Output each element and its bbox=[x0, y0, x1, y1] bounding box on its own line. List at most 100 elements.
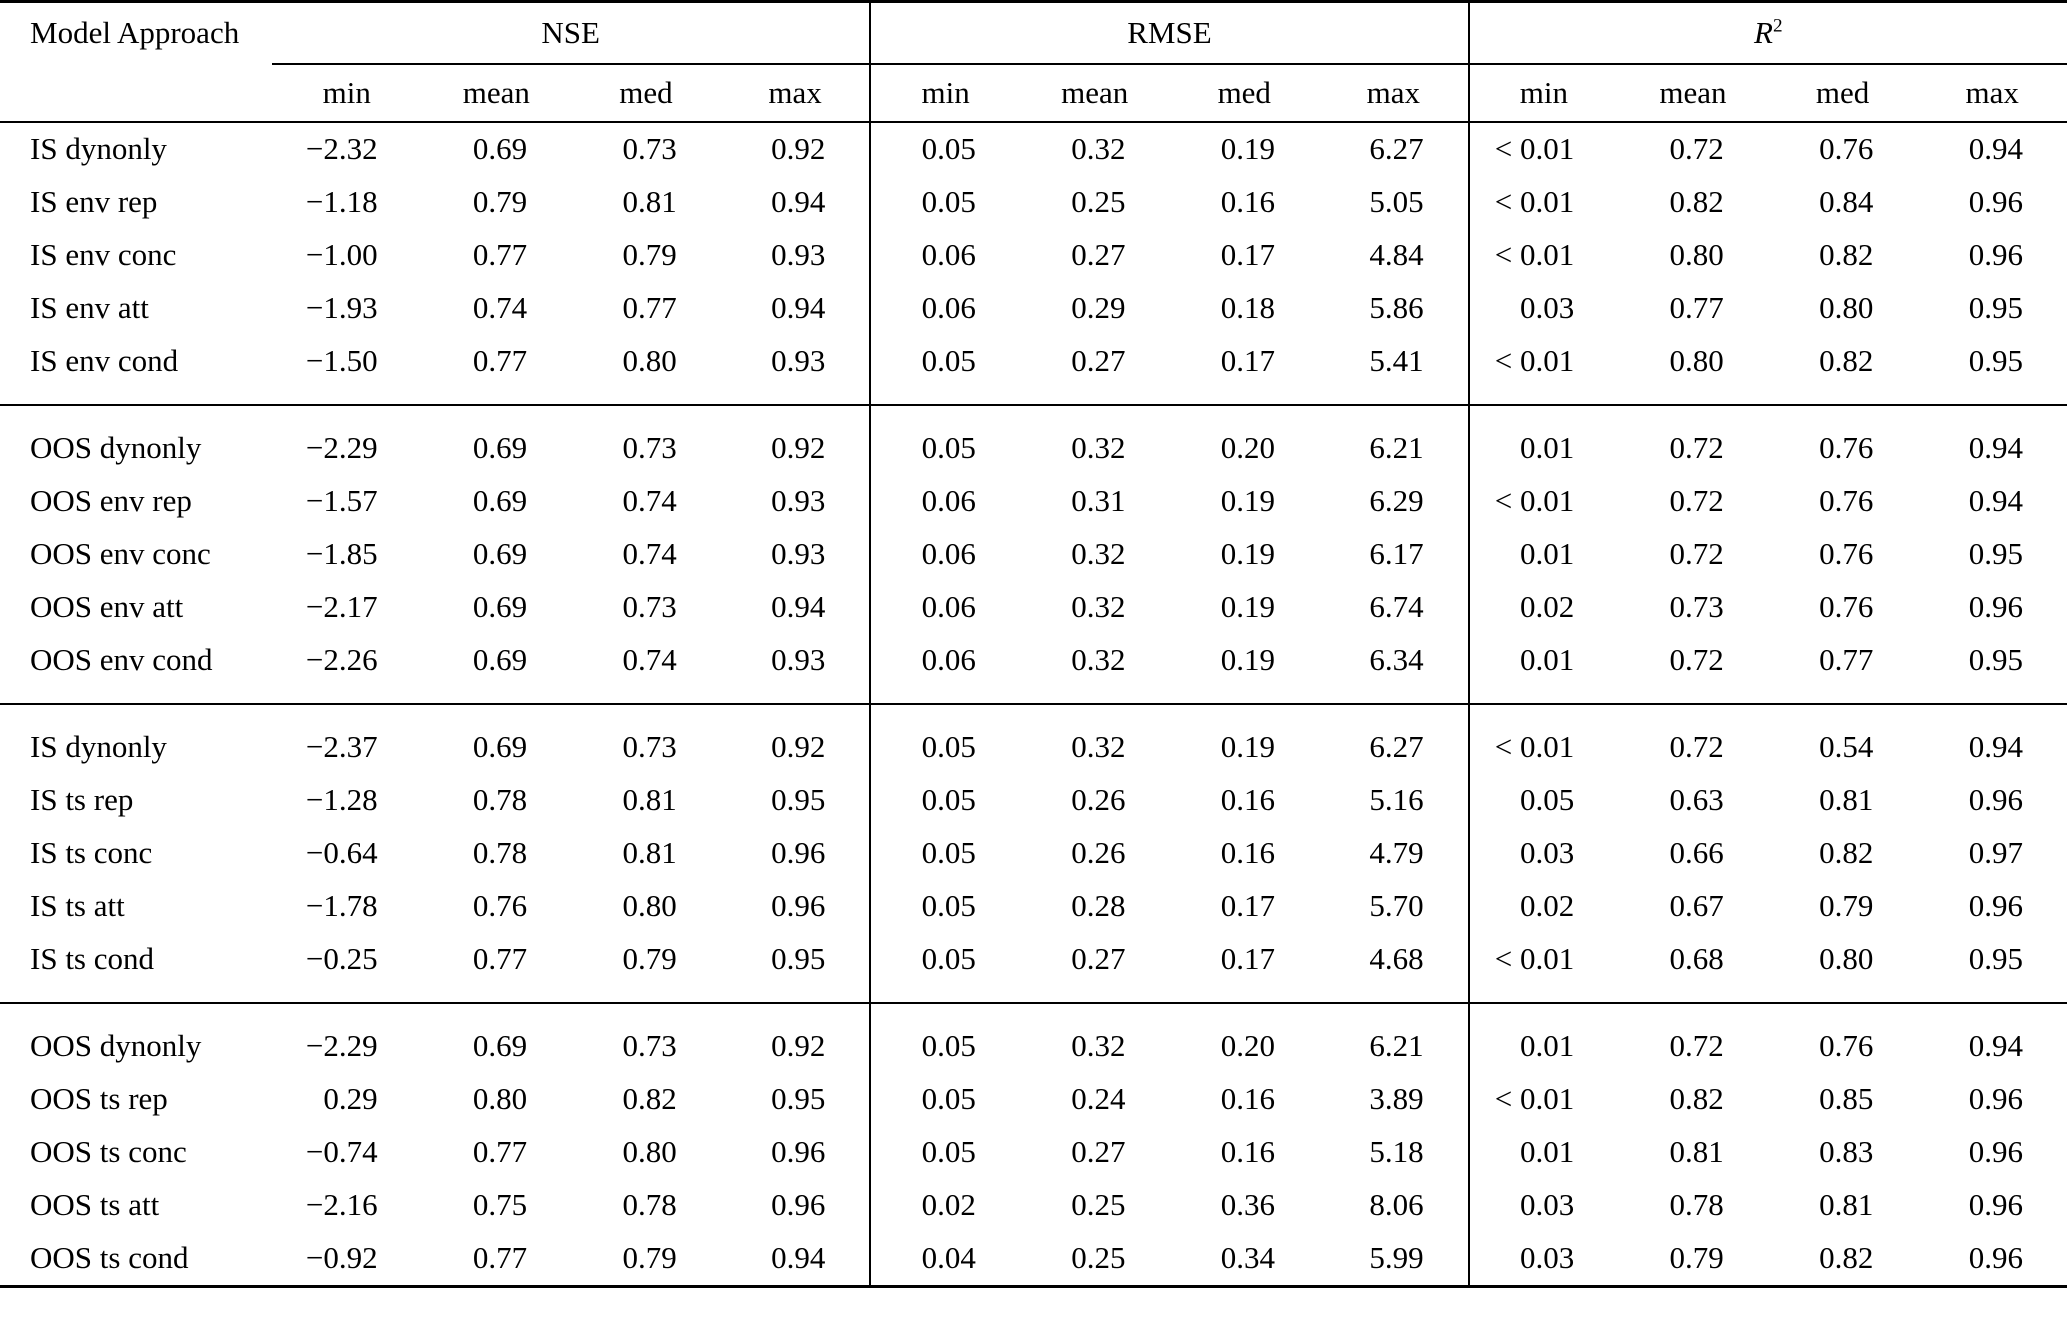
row-label: OOS ts conc bbox=[30, 1134, 187, 1170]
metric-cell: 0.96 bbox=[771, 1134, 826, 1170]
column-group-rmse: RMSE bbox=[869, 1, 1469, 65]
metric-cell: 0.72 bbox=[1669, 131, 1724, 167]
metric-cell: 0.03 bbox=[1467, 827, 1619, 880]
metric-cell: 0.17 bbox=[1220, 941, 1276, 977]
metric-cell: 0.76 bbox=[472, 888, 528, 924]
metric-cell: 0.32 bbox=[1019, 404, 1170, 475]
metric-cell: 5.41 bbox=[1369, 343, 1424, 379]
metric-cell: 0.78 bbox=[1669, 1187, 1724, 1223]
row-label: IS ts conc bbox=[30, 835, 153, 871]
table-row: IS ts cond −0.25 0.77 0.79 0.95 0.05 0.27 0.17 4… bbox=[0, 933, 2067, 1003]
row-label: IS dynonly bbox=[30, 131, 167, 167]
metric-cell: 0.26 bbox=[1071, 835, 1126, 871]
metric-cell: 0.19 bbox=[1169, 703, 1320, 774]
metric-cell: 0.94 bbox=[771, 1240, 826, 1276]
metric-cell: 0.92 bbox=[720, 703, 871, 774]
metric-cell: 0.06 bbox=[869, 282, 1020, 335]
table-row: OOS ts att −2.16 0.75 0.78 0.96 0.02 0.25 0.36 8… bbox=[0, 1179, 2067, 1232]
metric-cell: 0.26 bbox=[1071, 782, 1126, 818]
metric-cell: 0.06 bbox=[869, 581, 1020, 634]
metric-cell: 4.79 bbox=[1369, 835, 1424, 871]
metric-cell: 0.04 bbox=[869, 1232, 1020, 1287]
metric-cell: 0.96 bbox=[1968, 888, 2023, 924]
metric-cell: 0.16 bbox=[1220, 1134, 1276, 1170]
column-group-nse: NSE bbox=[272, 1, 871, 65]
metric-cell: 0.94 bbox=[771, 589, 826, 625]
metric-cell: 0.69 bbox=[421, 703, 572, 774]
metric-cell: 0.96 bbox=[1968, 782, 2023, 818]
metric-cell: −1.28 bbox=[305, 782, 378, 818]
metric-cell: < 0.01 bbox=[1467, 933, 1619, 1003]
metric-cell: 0.17 bbox=[1220, 888, 1276, 924]
metric-cell: 0.77 bbox=[622, 290, 677, 326]
metric-cell: < 0.01 bbox=[1467, 122, 1619, 176]
metric-cell: 0.96 bbox=[1968, 1240, 2023, 1276]
metric-cell: < 0.01 bbox=[1467, 703, 1619, 774]
metric-cell: 0.69 bbox=[421, 404, 572, 475]
metric-cell: 6.29 bbox=[1369, 483, 1424, 519]
metric-cell: 0.74 bbox=[622, 483, 677, 519]
r2-superscript: 2 bbox=[1772, 15, 1783, 37]
metric-cell: < 0.01 bbox=[1467, 176, 1619, 229]
metric-cell: 0.92 bbox=[720, 1002, 871, 1073]
metric-cell: 0.74 bbox=[472, 290, 528, 326]
metric-cell: 0.06 bbox=[869, 229, 1020, 282]
table-row: OOS env rep −1.57 0.69 0.74 0.93 0.06 0.31 0.19… bbox=[0, 475, 2067, 528]
metric-cell: 0.73 bbox=[571, 1002, 721, 1073]
metric-cell: 0.32 bbox=[1019, 703, 1170, 774]
metric-cell: 6.27 bbox=[1369, 131, 1424, 167]
metric-cell: 0.05 bbox=[869, 703, 1020, 774]
metric-cell: −2.29 bbox=[272, 1002, 422, 1073]
metric-cell: 0.81 bbox=[622, 782, 677, 818]
metric-cell: −2.26 bbox=[305, 642, 378, 678]
metric-cell: 0.18 bbox=[1220, 290, 1276, 326]
metric-cell: 0.76 bbox=[1819, 131, 1874, 167]
sub-header-nse-med: med bbox=[571, 64, 721, 123]
table-row: IS env rep −1.18 0.79 0.81 0.94 0.05 0.25 0.16 5… bbox=[0, 176, 2067, 229]
table-row: OOS ts cond −0.92 0.77 0.79 0.94 0.04 0.25 0.34… bbox=[0, 1232, 2067, 1287]
metric-cell: 0.82 bbox=[1819, 237, 1874, 273]
metric-cell: 0.16 bbox=[1220, 835, 1276, 871]
metric-cell: 0.31 bbox=[1071, 483, 1126, 519]
metric-cell: 0.79 bbox=[1819, 888, 1874, 924]
sub-header-r2-mean: mean bbox=[1618, 64, 1768, 123]
table-header: Model Approach NSE RMSE R2 min mean med … bbox=[0, 1, 2067, 123]
metric-cell: 0.80 bbox=[1669, 237, 1724, 273]
metric-cell: 0.79 bbox=[622, 237, 677, 273]
metric-cell: 0.19 bbox=[1220, 536, 1276, 572]
row-label: OOS ts rep bbox=[30, 1081, 168, 1117]
metric-cell: 0.25 bbox=[1071, 1187, 1126, 1223]
metric-cell: 0.72 bbox=[1669, 536, 1724, 572]
metric-cell: 0.29 bbox=[1071, 290, 1126, 326]
sub-header-rmse-max: max bbox=[1319, 64, 1469, 123]
metric-cell: 0.80 bbox=[1819, 290, 1874, 326]
metric-cell: 0.80 bbox=[622, 1134, 677, 1170]
metric-cell: 0.94 bbox=[771, 290, 826, 326]
metric-cell: 5.70 bbox=[1369, 888, 1424, 924]
row-label: OOS env att bbox=[30, 589, 184, 625]
metric-cell: 0.03 bbox=[1467, 1179, 1619, 1232]
row-label: IS env att bbox=[30, 290, 149, 326]
metric-cell: 0.24 bbox=[1071, 1081, 1126, 1117]
metric-cell: 8.06 bbox=[1369, 1187, 1424, 1223]
metric-cell: 0.81 bbox=[622, 184, 677, 220]
metric-cell: 6.27 bbox=[1319, 703, 1469, 774]
metric-cell: 0.73 bbox=[571, 703, 721, 774]
metric-cell: 0.77 bbox=[472, 343, 528, 379]
table-row: OOS ts rep 0.29 0.80 0.82 0.95 0.05 0.24 0.16 3.… bbox=[0, 1073, 2067, 1126]
metric-cell: 0.72 bbox=[1618, 404, 1768, 475]
metric-cell: 4.84 bbox=[1369, 237, 1424, 273]
table-row: IS env cond −1.50 0.77 0.80 0.93 0.05 0.27 0.17… bbox=[0, 335, 2067, 405]
row-label: OOS env rep bbox=[30, 483, 192, 519]
metric-cell: 0.81 bbox=[1669, 1134, 1724, 1170]
metric-cell: 0.81 bbox=[622, 835, 677, 871]
metric-cell: 0.27 bbox=[1071, 1134, 1126, 1170]
metric-cell: 0.94 bbox=[771, 184, 826, 220]
metric-cell: 0.01 bbox=[1467, 1002, 1619, 1073]
metric-cell: 0.20 bbox=[1169, 404, 1320, 475]
metric-cell: −1.57 bbox=[305, 483, 378, 519]
table-row: IS ts att −1.78 0.76 0.80 0.96 0.05 0.28 0.17 5.… bbox=[0, 880, 2067, 933]
metric-cell: 0.93 bbox=[771, 237, 826, 273]
metric-cell: 0.69 bbox=[421, 1002, 572, 1073]
metric-cell: 0.79 bbox=[1669, 1240, 1724, 1276]
